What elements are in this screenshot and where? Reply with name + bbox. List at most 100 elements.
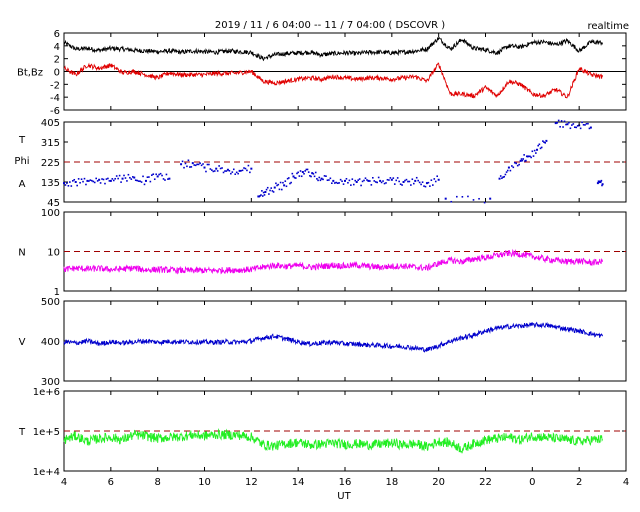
data-point [285,185,288,188]
x-tick-label: 2 [576,477,582,488]
x-axis: 4 6 8 10 12 14 16 18 20 22 0 2 4 [61,477,629,488]
data-point [589,126,592,129]
data-point [418,181,421,184]
x-tick-label: 12 [245,477,258,488]
data-point [105,178,108,180]
data-point [272,191,275,193]
data-point [354,179,357,182]
data-point [597,180,600,183]
y-tick-label: 45 [47,198,60,209]
data-point [244,167,247,170]
series-line [63,428,604,454]
data-point [325,175,327,177]
x-tick-label: 14 [292,477,305,488]
data-point [417,179,419,182]
data-point [200,164,203,167]
data-point [193,164,196,166]
data-point [372,176,374,179]
data-point [407,180,409,183]
data-point [240,169,242,172]
data-point [161,174,163,177]
y-tick-label: 1e+5 [33,427,60,438]
data-point [556,122,559,124]
data-point [310,175,312,178]
data-point [249,171,251,174]
data-point [317,179,319,182]
data-point [539,147,542,150]
data-point [250,167,253,170]
data-point [398,180,400,183]
data-point [562,126,564,128]
data-point [270,187,273,189]
data-point [573,126,576,129]
data-point [222,171,225,174]
data-point [301,171,304,173]
data-point [121,177,124,180]
data-point [382,180,384,182]
data-point [216,170,219,172]
data-point [588,127,591,130]
data-point [351,178,354,180]
data-point [545,139,548,142]
data-point [521,159,524,162]
data-point [152,173,155,176]
data-point [533,149,536,152]
data-point [420,183,422,186]
data-point [502,176,504,178]
data-point [506,169,509,172]
data-point [112,179,115,182]
data-point [124,177,127,179]
data-point [519,159,522,162]
data-point [434,180,437,183]
data-point [215,167,218,170]
data-point [358,178,361,180]
data-point [450,200,453,203]
data-point [311,172,314,175]
data-point [213,170,216,172]
data-point [99,182,102,184]
data-point [415,176,418,179]
data-point [232,168,235,171]
data-point [230,172,232,175]
data-point [66,182,68,184]
data-point [483,201,486,204]
data-point [424,185,427,188]
data-point [148,176,150,178]
data-point [189,166,191,168]
y-axis-label: Bt,Bz [17,68,43,79]
data-point [572,123,575,125]
data-point [501,177,503,180]
data-point [309,175,311,177]
y-tick-label: 300 [41,377,60,388]
data-point [219,167,222,170]
data-point [379,179,382,182]
data-point [516,164,519,167]
data-point [117,177,119,180]
y-axis-label: V [19,337,26,348]
data-point [181,160,184,163]
data-point [155,173,158,176]
data-point [133,176,136,179]
data-point [266,186,269,189]
data-point [288,177,290,179]
data-point [581,121,583,124]
data-point [291,172,294,175]
data-point [123,174,125,177]
data-point [196,163,198,166]
panel-temperature: 1e+6 1e+5 1e+4 T [18,387,627,478]
data-point [146,176,149,179]
data-point [385,182,387,184]
data-point [286,177,289,180]
data-point [429,185,431,187]
data-point [366,179,368,181]
data-point [282,181,284,184]
data-point [575,126,578,129]
data-point [289,182,291,185]
data-point [405,178,408,181]
data-point [211,169,213,171]
data-point [559,125,561,128]
data-point [520,158,523,160]
data-point [318,176,321,179]
data-point [158,173,160,176]
data-point [247,164,250,167]
